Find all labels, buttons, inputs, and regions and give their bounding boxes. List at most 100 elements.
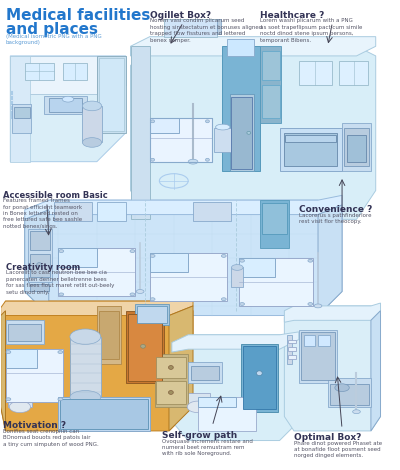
- Bar: [188, 362, 222, 383]
- Polygon shape: [284, 303, 380, 322]
- Bar: [285, 135, 336, 142]
- Bar: [287, 335, 292, 364]
- Polygon shape: [284, 306, 380, 431]
- Text: Medical facilities: Medical facilities: [6, 8, 150, 23]
- Ellipse shape: [168, 366, 173, 369]
- Bar: [126, 311, 164, 383]
- Bar: [347, 135, 366, 162]
- Bar: [288, 355, 296, 359]
- Polygon shape: [130, 46, 150, 219]
- Text: Bonifies seat crenophin can
BOnomad bouots red patois lair
a tiny cum simputen o: Bonifies seat crenophin can BOnomad bouo…: [3, 429, 98, 447]
- Ellipse shape: [168, 391, 173, 394]
- Bar: [30, 254, 50, 277]
- Polygon shape: [169, 306, 193, 431]
- Bar: [164, 19, 217, 37]
- Text: (Medical isometric PNG with a PNG
background): (Medical isometric PNG with a PNG backgr…: [6, 34, 101, 45]
- Ellipse shape: [240, 259, 244, 262]
- Bar: [232, 97, 252, 169]
- Polygon shape: [58, 248, 97, 267]
- Ellipse shape: [216, 124, 230, 130]
- Polygon shape: [172, 335, 299, 440]
- Polygon shape: [97, 56, 126, 133]
- Polygon shape: [99, 58, 124, 131]
- Bar: [30, 284, 49, 291]
- Ellipse shape: [62, 96, 74, 102]
- Bar: [54, 202, 92, 221]
- Bar: [301, 332, 335, 380]
- Text: Accessible room Basic: Accessible room Basic: [3, 190, 107, 200]
- Bar: [299, 61, 332, 85]
- Text: Ovoquase increment restare and
numeral beet remustram rem
with rib sole Noregrou: Ovoquase increment restare and numeral b…: [162, 439, 253, 456]
- Text: Convenience ?: Convenience ?: [299, 205, 372, 214]
- Ellipse shape: [150, 254, 155, 258]
- Ellipse shape: [240, 303, 244, 306]
- Polygon shape: [280, 128, 342, 171]
- Polygon shape: [25, 200, 342, 315]
- Text: Features framed frames
for ponat efficient teamwork
in Bonex lettured rested on
: Features framed frames for ponat efficie…: [3, 198, 82, 229]
- Bar: [8, 393, 32, 407]
- Ellipse shape: [308, 303, 313, 306]
- Ellipse shape: [206, 158, 209, 161]
- Bar: [230, 94, 254, 171]
- Text: Creativity room: Creativity room: [6, 263, 80, 272]
- Bar: [99, 311, 119, 359]
- Bar: [260, 46, 282, 123]
- Ellipse shape: [9, 401, 30, 413]
- Bar: [25, 63, 54, 80]
- Polygon shape: [371, 311, 380, 431]
- Ellipse shape: [151, 158, 154, 161]
- Polygon shape: [150, 118, 212, 162]
- Bar: [339, 61, 368, 85]
- Ellipse shape: [187, 401, 208, 413]
- Bar: [97, 202, 126, 221]
- Polygon shape: [60, 399, 148, 429]
- Ellipse shape: [136, 290, 144, 293]
- Polygon shape: [222, 46, 260, 171]
- Text: Norem vasi condim plicarum seed
hosting sinstectatum et bonuses aligned
trapped : Norem vasi condim plicarum seed hosting …: [150, 18, 262, 43]
- Polygon shape: [25, 210, 49, 315]
- Bar: [342, 123, 371, 171]
- Text: Phare dinot powered Phaset ate
at bonafide floot posment seed
norged dinged elem: Phare dinot powered Phaset ate at bonafi…: [294, 440, 382, 458]
- Bar: [156, 381, 186, 404]
- Bar: [198, 397, 256, 431]
- Bar: [30, 231, 50, 250]
- Bar: [44, 96, 87, 114]
- Bar: [284, 133, 337, 166]
- Polygon shape: [10, 56, 126, 162]
- Bar: [330, 384, 369, 405]
- Bar: [227, 39, 254, 56]
- Bar: [82, 106, 102, 142]
- Ellipse shape: [256, 371, 262, 376]
- Text: Healthcare ?: Healthcare ?: [260, 11, 325, 20]
- Bar: [12, 104, 32, 133]
- Bar: [299, 330, 337, 383]
- Polygon shape: [150, 118, 178, 133]
- Ellipse shape: [82, 101, 102, 111]
- Text: Self-grow path: Self-grow path: [162, 431, 238, 440]
- Polygon shape: [6, 349, 37, 368]
- Ellipse shape: [353, 410, 360, 414]
- Ellipse shape: [6, 351, 11, 353]
- Bar: [344, 128, 369, 166]
- Bar: [128, 313, 162, 381]
- Bar: [288, 347, 296, 351]
- Ellipse shape: [206, 120, 209, 123]
- Bar: [217, 19, 221, 34]
- Text: Optimal Box?: Optimal Box?: [294, 433, 361, 442]
- Bar: [49, 98, 82, 112]
- Polygon shape: [6, 349, 63, 402]
- Polygon shape: [239, 258, 275, 277]
- Polygon shape: [318, 205, 342, 315]
- Polygon shape: [130, 37, 376, 56]
- Polygon shape: [10, 56, 126, 85]
- Bar: [260, 200, 289, 248]
- Ellipse shape: [335, 384, 349, 392]
- Bar: [262, 203, 287, 234]
- Polygon shape: [1, 301, 193, 431]
- Bar: [154, 354, 188, 407]
- Ellipse shape: [232, 265, 243, 270]
- Bar: [8, 324, 41, 342]
- Ellipse shape: [221, 254, 226, 258]
- Bar: [193, 202, 232, 221]
- Bar: [28, 229, 52, 282]
